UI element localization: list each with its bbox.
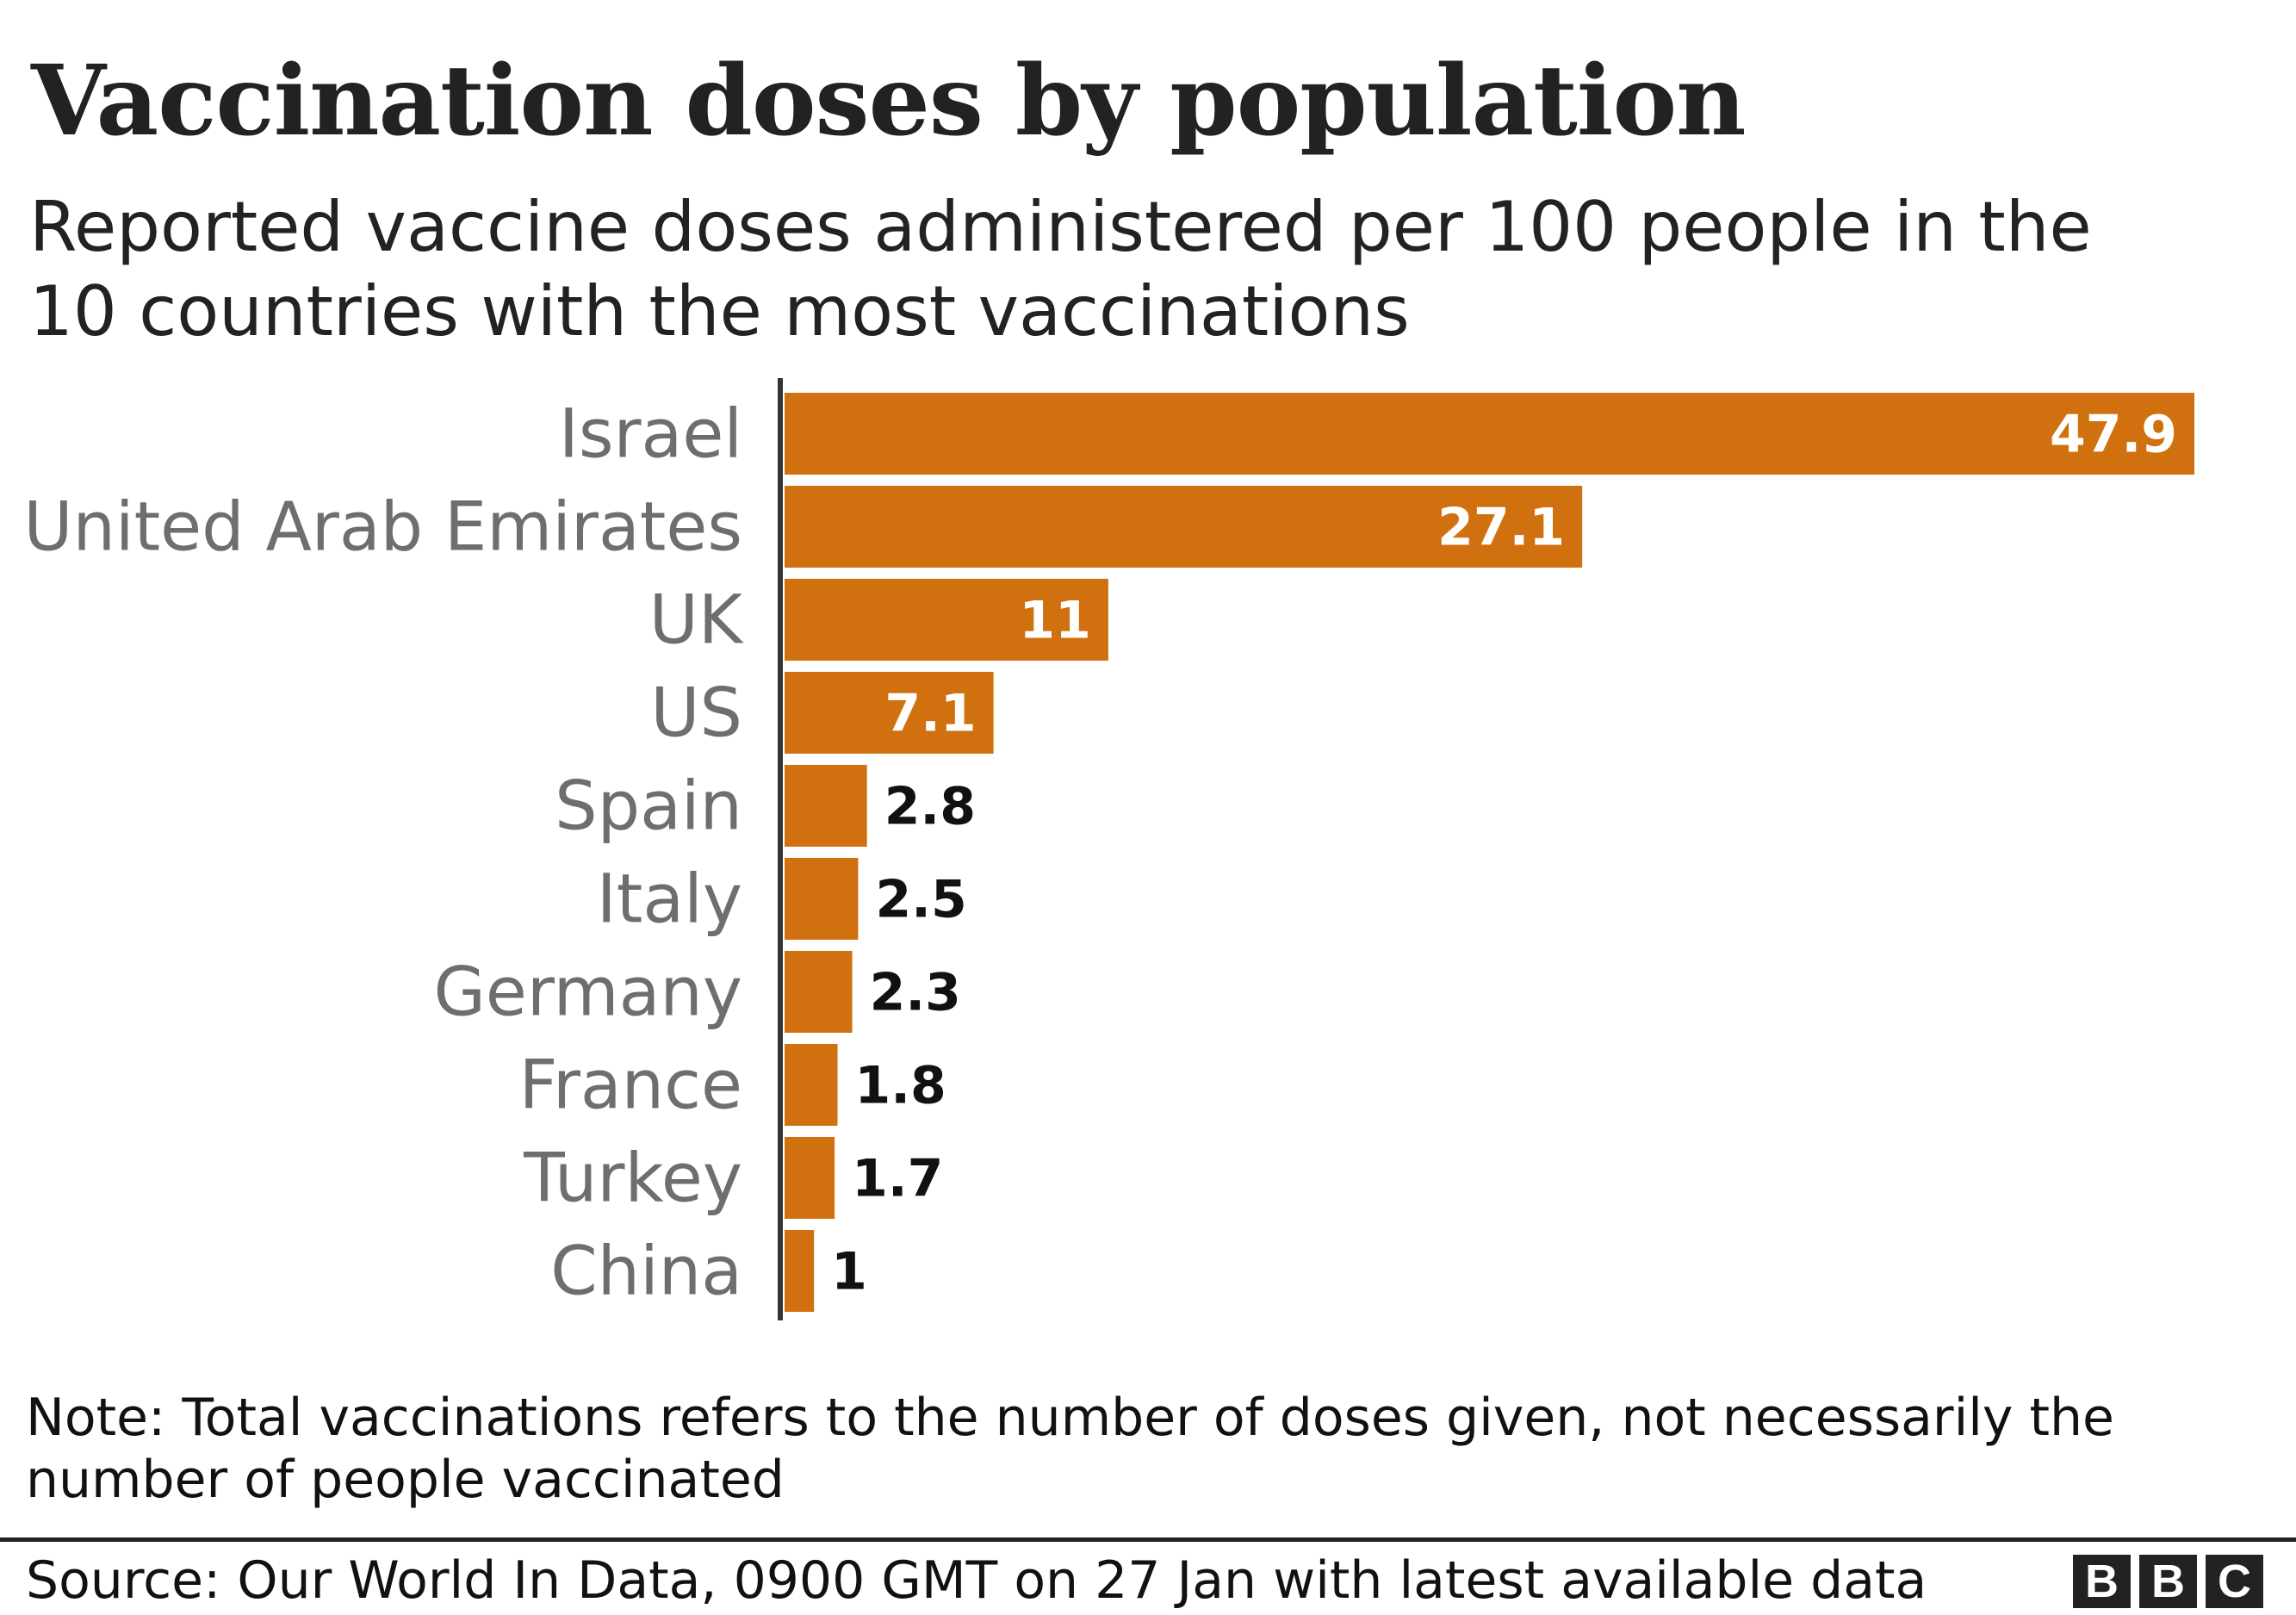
bbc-logo-b2: B: [2139, 1555, 2197, 1608]
chart-note: Note: Total vaccinations refers to the n…: [26, 1388, 2114, 1510]
value-label: 27.1: [1437, 498, 1565, 558]
bar-germany: [785, 951, 853, 1033]
category-label: US: [650, 675, 742, 753]
category-label: China: [550, 1233, 742, 1311]
chart-subtitle: Reported vaccine doses administered per …: [29, 187, 2092, 351]
bar-israel: [785, 393, 2194, 475]
category-label: Italy: [597, 861, 742, 939]
bar-turkey: [785, 1137, 835, 1219]
value-label: 7.1: [884, 684, 976, 744]
bbc-logo-b1: B: [2073, 1555, 2131, 1608]
bar-united-arab-emirates: [785, 486, 1583, 568]
category-label: Israel: [559, 396, 742, 474]
value-label: 2.5: [875, 870, 966, 930]
bar-us: [785, 672, 994, 754]
category-label: UK: [649, 582, 744, 660]
bar-spain: [785, 765, 867, 847]
value-label: 47.9: [2050, 405, 2177, 465]
category-label: Turkey: [523, 1140, 742, 1218]
value-label: 1.8: [855, 1056, 946, 1116]
value-label: 1: [831, 1242, 867, 1302]
bar-france: [785, 1044, 838, 1126]
category-label: France: [519, 1047, 742, 1125]
bar-italy: [785, 858, 859, 940]
category-label: Spain: [555, 768, 742, 846]
footer-divider: [0, 1537, 2296, 1542]
value-label: 1.7: [852, 1149, 943, 1209]
category-label: Germany: [433, 954, 742, 1032]
value-label: 2.8: [884, 777, 976, 837]
y-axis-line: [778, 378, 783, 1320]
value-label: 11: [1019, 591, 1091, 651]
bar-chart: Israel 47.9 United Arab Emirates 27.1 UK 11 US…: [23, 378, 2194, 1320]
chart-title: Vaccination doses by population: [31, 45, 1747, 158]
value-label: 2.3: [870, 963, 961, 1023]
bar-uk: [785, 579, 1108, 661]
category-label: United Arab Emirates: [23, 489, 742, 567]
bar-china: [785, 1230, 815, 1312]
bbc-logo-c: C: [2206, 1555, 2263, 1608]
source-text: Source: Our World In Data, 0900 GMT on 2…: [26, 1550, 1927, 1611]
bbc-logo: B B C: [2073, 1555, 2263, 1608]
